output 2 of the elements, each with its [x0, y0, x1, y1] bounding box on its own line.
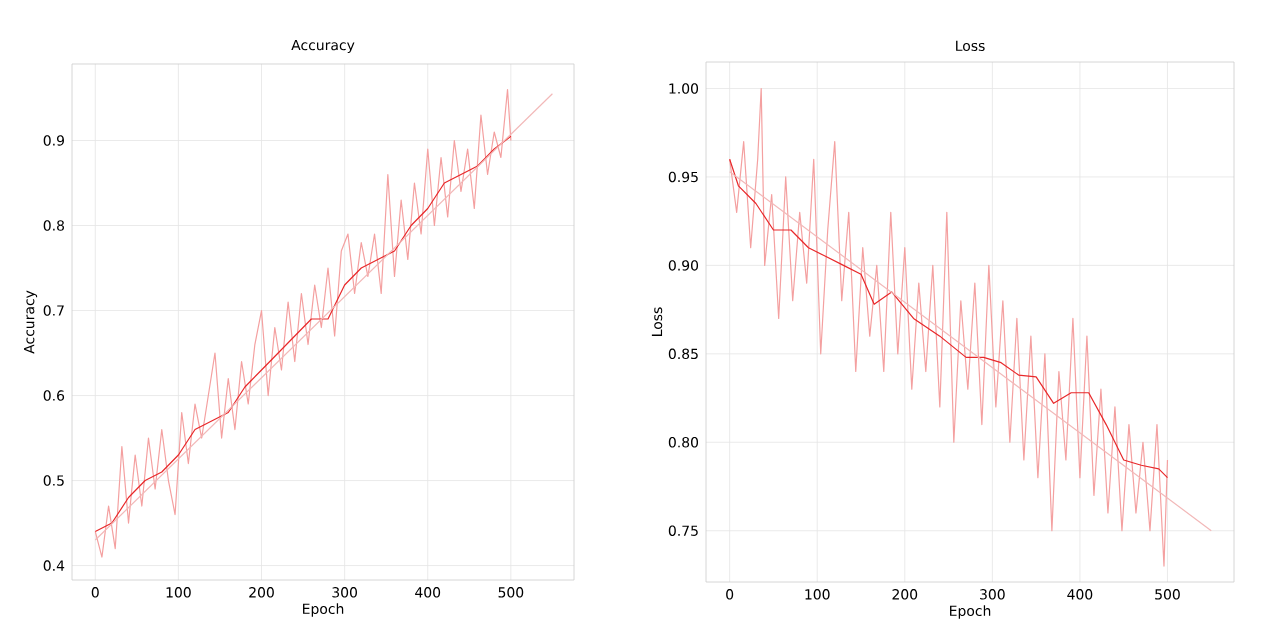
line-series [729, 87, 1169, 567]
line-series [729, 158, 1169, 479]
